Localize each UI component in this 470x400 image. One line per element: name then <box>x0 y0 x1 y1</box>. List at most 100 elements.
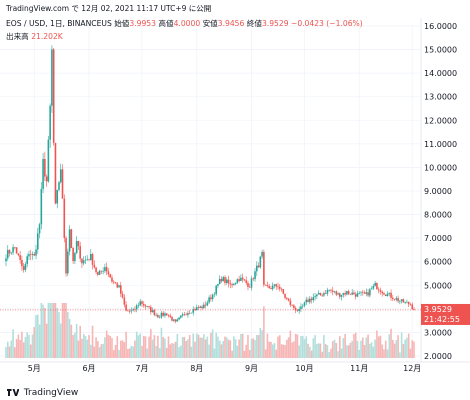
candle-body <box>377 289 380 291</box>
volume-bar <box>208 344 210 358</box>
candle-body <box>314 296 316 298</box>
volume-bar <box>150 329 152 358</box>
volume-bar <box>165 347 168 358</box>
candle-body <box>323 293 325 296</box>
legend-low-label: 安値 <box>202 19 218 28</box>
candle-body <box>312 297 315 301</box>
volume-bar <box>243 350 246 358</box>
volume-bar <box>277 336 279 358</box>
volume-bar <box>204 339 207 358</box>
candle-body <box>91 254 94 265</box>
volume-bar <box>169 344 172 358</box>
volume-bar <box>331 341 334 358</box>
candle-body <box>360 292 362 294</box>
volume-label: 出来高 <box>6 32 29 41</box>
candle-body <box>293 305 295 309</box>
volume-bar <box>256 334 258 358</box>
legend-close-label: 終値 <box>246 19 262 28</box>
volume-bar <box>227 339 230 358</box>
candle-body <box>17 253 20 256</box>
candle-body <box>112 281 115 283</box>
candle-body <box>181 314 184 316</box>
volume-bar <box>317 343 320 358</box>
volume-bar <box>354 332 357 358</box>
candle-body <box>331 290 334 292</box>
candle-body <box>6 250 9 259</box>
volume-bar <box>54 303 57 358</box>
time-tick-label: 12月 <box>403 364 421 373</box>
volume-bar <box>270 341 272 358</box>
volume-bar <box>142 335 145 358</box>
volume-bar <box>180 345 182 358</box>
volume-bar <box>342 338 345 358</box>
volume-bar <box>130 345 133 358</box>
volume-bar <box>294 333 297 358</box>
volume-bar <box>167 336 170 358</box>
price-tick-label: 2.0000 <box>424 352 452 361</box>
candle-body <box>44 159 46 177</box>
volume-bar <box>399 352 401 358</box>
candle-body <box>211 294 214 300</box>
volume-bar <box>291 342 293 358</box>
candle-body <box>404 301 406 303</box>
volume-bar <box>361 337 364 358</box>
candle-body <box>270 288 272 290</box>
volume-bar <box>335 342 338 358</box>
candle-body <box>192 309 195 313</box>
last-price-value: 3.9529 <box>424 305 452 314</box>
volume-bar <box>58 312 60 358</box>
volume-bar <box>266 333 269 358</box>
volume-bar <box>56 307 59 358</box>
volume-bar <box>381 344 384 358</box>
volume-bar <box>312 338 315 358</box>
volume-bar <box>349 342 352 358</box>
volume-bar <box>172 343 175 358</box>
candle-body <box>28 254 30 257</box>
candle-body <box>150 307 152 313</box>
volume-bar <box>360 340 362 358</box>
time-tick-label: 10月 <box>295 364 313 373</box>
candle-body <box>79 246 81 259</box>
candle-body <box>137 305 140 306</box>
volume-bar <box>323 335 325 358</box>
volume-bar <box>63 303 66 358</box>
volume-bar <box>153 335 156 358</box>
candle-body <box>204 304 207 306</box>
candle-body <box>10 252 13 254</box>
volume-bar <box>278 335 281 358</box>
candle-body <box>349 293 352 295</box>
price-tick-label: 9.0000 <box>424 187 452 196</box>
volume-bar <box>176 334 179 358</box>
volume-bar <box>252 338 255 358</box>
candle-body <box>195 307 198 311</box>
volume-bar <box>111 337 113 358</box>
price-tick-label: 6.0000 <box>424 258 452 267</box>
volume-bar <box>201 337 203 358</box>
time-tick-label: 8月 <box>190 364 203 373</box>
volume-bar <box>300 335 302 358</box>
candle-body <box>14 247 16 248</box>
candle-body <box>82 260 85 264</box>
candle-body <box>164 313 166 316</box>
candle-body <box>15 247 18 254</box>
volume-bar <box>44 307 46 358</box>
volume-bar <box>339 336 341 358</box>
candle-body <box>361 292 364 294</box>
volume-bar <box>409 348 412 358</box>
candle-body <box>12 247 14 253</box>
candle-body <box>365 292 368 294</box>
candle-body <box>340 294 343 297</box>
candle-body <box>21 259 23 267</box>
volume-legend: 出来高 21.202K <box>6 31 63 42</box>
volume-bar <box>307 343 309 358</box>
candle-body <box>291 304 293 306</box>
volume-bar <box>369 343 371 358</box>
candle-body <box>301 305 304 307</box>
candle-body <box>176 319 179 322</box>
candle-body <box>241 277 244 280</box>
time-tick-label: 5月 <box>28 364 41 373</box>
volume-bar <box>47 303 50 358</box>
candle-body <box>146 306 149 307</box>
volume-bar <box>26 332 28 358</box>
